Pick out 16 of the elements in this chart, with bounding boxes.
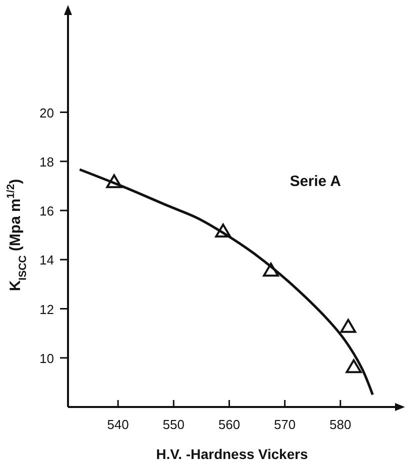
text: Serie A bbox=[290, 172, 342, 190]
x-tick-label: 540 bbox=[107, 417, 129, 432]
x-axis-title: H.V. -Hardness Vickers bbox=[156, 446, 308, 462]
y-tick-label: 18 bbox=[40, 154, 54, 170]
x-tick-label: 570 bbox=[274, 417, 296, 432]
y-tick-label: 14 bbox=[40, 252, 54, 268]
y-tick-label: 20 bbox=[40, 105, 54, 120]
y-tick-label: 12 bbox=[40, 302, 54, 317]
x-tick-label: 580 bbox=[330, 417, 352, 432]
point bbox=[346, 359, 362, 374]
line-series bbox=[78, 168, 374, 396]
point bbox=[340, 318, 356, 333]
x-tick-label: 550 bbox=[162, 417, 184, 432]
x-tick-label: 560 bbox=[218, 417, 240, 432]
y-tick-label: 10 bbox=[40, 350, 54, 366]
y-tick-label: 16 bbox=[40, 204, 54, 218]
